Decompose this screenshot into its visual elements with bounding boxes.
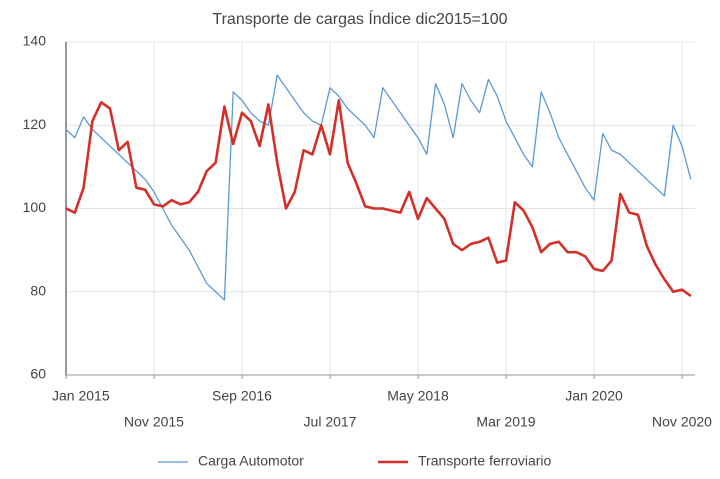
x-tick-label: May 2018 [387, 388, 449, 404]
chart-title: Transporte de cargas Índice dic2015=100 [212, 9, 507, 28]
x-tick-label: Nov 2015 [124, 414, 184, 430]
legend-label: Carga Automotor [198, 453, 304, 469]
x-tick-label: Nov 2020 [652, 414, 712, 430]
y-tick-label: 100 [23, 199, 47, 215]
x-tick-label: Mar 2019 [476, 414, 535, 430]
x-tick-label: Jul 2017 [304, 414, 357, 430]
x-tick-label: Sep 2016 [212, 388, 272, 404]
y-tick-label: 120 [23, 116, 47, 132]
x-tick-label: Jan 2015 [52, 388, 110, 404]
y-tick-label: 60 [30, 366, 46, 382]
series-line [65, 74, 692, 301]
series-line [65, 98, 692, 297]
y-tick-label: 140 [23, 33, 47, 49]
legend-label: Transporte ferroviario [418, 453, 552, 469]
x-tick-label: Jan 2020 [565, 388, 623, 404]
y-tick-label: 80 [30, 282, 46, 298]
